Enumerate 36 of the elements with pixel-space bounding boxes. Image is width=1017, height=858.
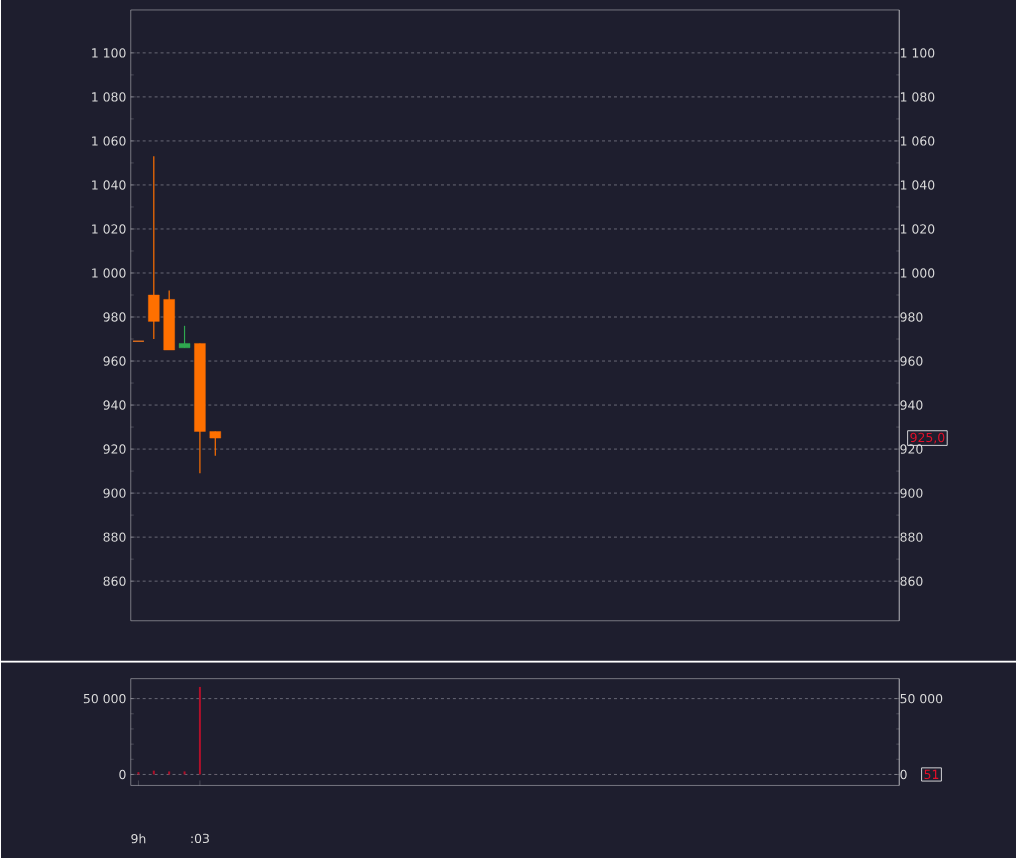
y-tick-label: 980	[103, 312, 126, 322]
y-tick-label: 960	[103, 356, 126, 366]
y-tick-label: 900	[103, 488, 126, 498]
y2-tick-label: 900	[900, 488, 923, 498]
y2-tick-label: 1 080	[900, 92, 935, 102]
y-tick-label: 50 000	[83, 693, 126, 704]
y2-tick-label: 860	[900, 576, 923, 586]
candlestick	[209, 430, 221, 457]
y2-tick-label: 880	[900, 532, 923, 542]
text: 51	[924, 769, 939, 779]
y-tick-label: 940	[103, 400, 126, 410]
y-tick-label: 860	[103, 576, 126, 586]
y-tick-label: 1 000	[92, 268, 126, 278]
y2-tick-label: 980	[900, 312, 923, 322]
candlestick	[178, 325, 191, 349]
y2-tick-label: 920	[900, 444, 923, 454]
y2-tick-label: 960	[900, 356, 923, 366]
y2-tick-label: 940	[900, 400, 923, 410]
x-tick-label: 9h	[131, 833, 146, 844]
y-tick-label: 0	[119, 769, 126, 780]
y-tick-label: 1 060	[92, 136, 126, 146]
y-tick-label: 1 020	[92, 224, 126, 234]
y2-tick-label: 1 020	[900, 224, 935, 234]
text: 925,0	[910, 432, 945, 444]
y2-tick-label: 50 000	[900, 693, 943, 704]
y2-tick-label: 0	[900, 769, 907, 780]
x-tick-label: :03	[191, 833, 209, 843]
y2-tick-label: 1 100	[900, 48, 935, 58]
y-tick-label: 1 080	[92, 92, 126, 102]
y-tick-label: 920	[103, 444, 126, 454]
y-tick-label: 1 100	[92, 48, 126, 58]
y-tick-label: 1 040	[92, 180, 126, 190]
y2-tick-label: 1 040	[900, 180, 935, 190]
y2-tick-label: 1 060	[900, 136, 935, 146]
y-tick-label: 880	[103, 532, 126, 542]
y2-tick-label: 1 000	[900, 268, 935, 278]
